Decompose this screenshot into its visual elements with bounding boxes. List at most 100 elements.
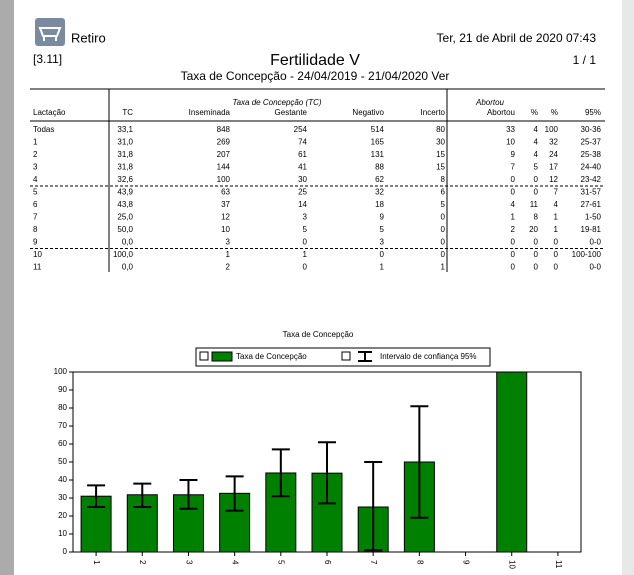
table-cell: 7 bbox=[554, 188, 559, 197]
x-tick-label: 10 bbox=[508, 560, 517, 569]
table-cell: 32,6 bbox=[117, 175, 133, 184]
table-cell: 10 bbox=[33, 250, 42, 259]
legend-errorbar bbox=[358, 351, 372, 362]
table-cell: 0 bbox=[303, 263, 308, 272]
table-cell: 10 bbox=[506, 138, 515, 147]
y-tick-label: 90 bbox=[58, 385, 67, 394]
table-cell: 5 bbox=[441, 200, 446, 209]
table-cell: 19-81 bbox=[581, 225, 602, 234]
table-cell: 5 bbox=[380, 225, 385, 234]
table-cell: 37 bbox=[221, 200, 230, 209]
table-cell: 10 bbox=[221, 225, 230, 234]
table-cell: 33 bbox=[506, 125, 515, 134]
table-cell: 0 bbox=[441, 250, 446, 259]
table-cell: 30-36 bbox=[581, 125, 602, 134]
table-cell: 63 bbox=[221, 188, 230, 197]
x-tick-label: 4 bbox=[231, 560, 240, 565]
column-header: TC bbox=[122, 108, 133, 117]
y-tick-label: 40 bbox=[58, 475, 67, 484]
table-cell: 131 bbox=[371, 150, 385, 159]
table-cell: 0 bbox=[534, 188, 539, 197]
table-cell: 7 bbox=[33, 213, 38, 222]
table-cell: 3 bbox=[380, 238, 385, 247]
legend-checkbox[interactable] bbox=[199, 351, 209, 361]
table-cell: 18 bbox=[375, 200, 384, 209]
error-bar bbox=[225, 475, 244, 512]
y-tick-label: 100 bbox=[54, 367, 68, 376]
y-tick-label: 80 bbox=[58, 403, 67, 412]
table-cell: 25 bbox=[298, 188, 307, 197]
table-cell: 8 bbox=[441, 175, 446, 184]
table-cell: 0 bbox=[441, 225, 446, 234]
table-cell: 0-0 bbox=[589, 238, 601, 247]
table-cell: 3 bbox=[226, 238, 231, 247]
error-bar bbox=[87, 484, 106, 508]
table-cell: 25,0 bbox=[117, 213, 133, 222]
table-cell: 2 bbox=[511, 225, 516, 234]
table-cell: 88 bbox=[375, 163, 384, 172]
x-tick-label: 8 bbox=[415, 560, 424, 565]
table-cell: 33,1 bbox=[117, 125, 133, 134]
error-bar bbox=[133, 482, 152, 508]
page-number: 1 / 1 bbox=[573, 53, 597, 67]
table-cell: 43,8 bbox=[117, 200, 133, 209]
table-cell: 11 bbox=[530, 200, 539, 209]
table-cell: 0 bbox=[511, 188, 516, 197]
table-cell: 5 bbox=[33, 188, 38, 197]
table-cell: 14 bbox=[298, 200, 307, 209]
column-header: 95% bbox=[585, 108, 601, 117]
table-cell: 0 bbox=[554, 238, 559, 247]
table-cell: 4 bbox=[534, 138, 539, 147]
table-cell: 25-37 bbox=[581, 138, 602, 147]
table-cell: 0 bbox=[441, 213, 446, 222]
column-header: % bbox=[551, 108, 558, 117]
table-cell: 6 bbox=[441, 188, 446, 197]
table-cell: 0-0 bbox=[589, 263, 601, 272]
y-tick-label: 70 bbox=[58, 421, 67, 430]
table-cell: 0 bbox=[511, 175, 516, 184]
table-cell: 4 bbox=[534, 125, 539, 134]
table-cell: 1 bbox=[554, 225, 559, 234]
x-tick-label: 2 bbox=[138, 560, 147, 565]
table-cell: 7 bbox=[511, 163, 516, 172]
y-tick-label: 20 bbox=[58, 511, 67, 520]
table-cell: 9 bbox=[511, 150, 516, 159]
table-cell: 848 bbox=[217, 125, 231, 134]
table-cell: 0 bbox=[380, 250, 385, 259]
table-cell: 31,0 bbox=[117, 138, 133, 147]
table-cell: 254 bbox=[294, 125, 308, 134]
report-title: Fertilidade V bbox=[270, 52, 360, 69]
y-tick-label: 10 bbox=[58, 529, 67, 538]
y-tick-label: 30 bbox=[58, 493, 67, 502]
table-cell: 61 bbox=[298, 150, 307, 159]
table-cell: 27-61 bbox=[581, 200, 602, 209]
column-header: Abortou bbox=[487, 108, 515, 117]
table-cell: 32 bbox=[549, 138, 558, 147]
legend-swatch bbox=[211, 351, 233, 362]
table-cell: 100 bbox=[545, 125, 559, 134]
x-tick-label: 1 bbox=[92, 560, 101, 565]
table-cell: 269 bbox=[217, 138, 231, 147]
table-cell: 1 bbox=[380, 263, 385, 272]
table-cell: 3 bbox=[303, 213, 308, 222]
table-cell: 20 bbox=[529, 225, 538, 234]
table-cell: 4 bbox=[511, 200, 516, 209]
table-cell: 74 bbox=[298, 138, 307, 147]
table-cell: 165 bbox=[371, 138, 385, 147]
legend-checkbox[interactable] bbox=[341, 351, 351, 361]
legend-label: Intervalo de confiança 95% bbox=[380, 352, 477, 361]
table-cell: 144 bbox=[217, 163, 231, 172]
table-cell: 0 bbox=[554, 250, 559, 259]
table-cell: 6 bbox=[33, 200, 38, 209]
table-cell: 23-42 bbox=[581, 175, 602, 184]
table-cell: 207 bbox=[217, 150, 231, 159]
table-cell: 1 bbox=[554, 213, 559, 222]
table-cell: 0 bbox=[511, 238, 516, 247]
table-cell: 4 bbox=[554, 200, 559, 209]
legend-label: Taxa de Concepção bbox=[236, 352, 307, 361]
table-cell: 0 bbox=[554, 263, 559, 272]
table-cell: 12 bbox=[549, 175, 558, 184]
table-cell: 1 bbox=[441, 263, 446, 272]
table-cell: 80 bbox=[436, 125, 445, 134]
app-icon bbox=[35, 18, 65, 46]
